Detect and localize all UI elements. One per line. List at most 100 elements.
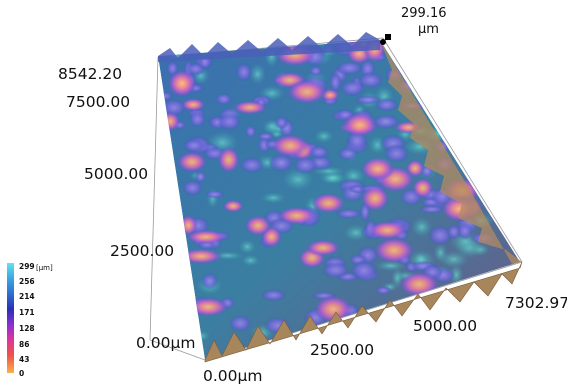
grain-peak <box>361 185 390 212</box>
y-max-label: 8542.20 <box>58 65 123 83</box>
legend-colorbar <box>7 263 14 373</box>
grain-bump <box>428 225 453 246</box>
grain-peak <box>167 69 197 97</box>
grain-peak <box>177 151 207 173</box>
grain-bump <box>446 224 461 240</box>
grain-bump <box>340 80 365 97</box>
valley-patch <box>375 260 406 272</box>
grain-bump <box>235 62 252 82</box>
grain-peak <box>399 271 439 297</box>
valley-patch <box>411 217 433 238</box>
legend-tick-label: 128 <box>19 324 35 333</box>
grain-bump <box>217 113 241 131</box>
grain-bump <box>189 111 206 128</box>
grain-bump <box>183 139 205 153</box>
z-max-label: 299.16 <box>401 6 447 21</box>
y-tick-label: 2500.00 <box>110 242 175 260</box>
valley-patch <box>438 250 469 269</box>
y-origin-label: 0.00µm <box>136 334 196 352</box>
legend-tick-label: 171 <box>19 308 35 317</box>
grain-bump <box>372 114 400 129</box>
y-tick-label: 7500.00 <box>66 93 131 111</box>
x-origin-label: 0.00µm <box>203 367 263 385</box>
grain-peak <box>218 146 240 173</box>
grain-bump <box>275 116 288 130</box>
grain-peak <box>180 248 222 264</box>
grain-bump <box>337 147 358 161</box>
legend-tick-label: 0 <box>19 369 25 378</box>
grain-peak <box>277 206 316 225</box>
grain-bump <box>268 154 294 172</box>
grain-peak <box>222 199 244 213</box>
grain-bump <box>162 98 186 117</box>
grain-peak <box>160 111 180 131</box>
grain-bump <box>215 93 233 106</box>
grain-bump <box>257 132 275 141</box>
grain-bump <box>158 91 174 101</box>
z-max-marker <box>385 34 391 40</box>
x-tick-label: 5000.00 <box>413 317 478 335</box>
grain-bump <box>375 286 392 295</box>
grain-peak <box>271 134 309 157</box>
grain-bump <box>321 262 350 278</box>
grain-bump <box>194 171 207 183</box>
valley-patch <box>238 239 256 254</box>
valley-patch <box>249 63 266 85</box>
grain-bump <box>261 289 286 302</box>
grain-bump <box>239 156 264 174</box>
grain-bump <box>354 95 381 105</box>
grain-bump <box>384 144 409 163</box>
valley-patch <box>282 168 314 191</box>
legend-tick-label: 299 <box>19 262 35 271</box>
z-axis-marker <box>380 34 391 45</box>
grain-peak <box>306 239 340 256</box>
legend-tick-label: 86 <box>19 340 30 349</box>
grain-bump <box>293 156 318 174</box>
legend-tick-label: 43 <box>19 355 30 364</box>
valley-patch <box>314 129 334 144</box>
valley-patch <box>241 254 260 267</box>
grain-bump <box>182 180 203 196</box>
height-color-legend: [µm] 299 256 214 171 128 86 43 0 <box>7 262 67 378</box>
legend-tick-label: 214 <box>19 292 35 301</box>
grain-bump <box>335 208 362 219</box>
grain-bump <box>357 72 384 89</box>
grain-bump <box>205 190 225 199</box>
grain-peak <box>188 297 228 317</box>
grain-bump <box>244 125 257 138</box>
grain-peak <box>311 193 346 214</box>
grain-bump <box>350 260 378 280</box>
grain-peak <box>361 157 395 181</box>
z-unit-label: µm <box>418 22 439 37</box>
grain-bump <box>308 145 330 159</box>
grain-bump <box>201 272 218 290</box>
grain-peak <box>374 237 415 264</box>
legend-tick-label: 256 <box>19 277 35 286</box>
valley-patch <box>261 192 286 204</box>
grain-peak <box>342 112 378 137</box>
x-max-label: 7302.97 <box>505 294 567 312</box>
grain-peak <box>412 177 434 198</box>
z-axis-dot <box>380 39 386 45</box>
surface-body <box>158 40 520 360</box>
grain-peak <box>181 98 206 112</box>
grain-bump <box>456 222 473 240</box>
grain-bump <box>419 205 444 214</box>
grain-peak <box>368 221 407 240</box>
legend-unit-label: [µm] <box>36 264 53 272</box>
grain-bump <box>329 72 342 93</box>
grain-peak <box>287 79 327 104</box>
grain-bump <box>309 65 323 77</box>
grain-peak <box>233 100 267 115</box>
surface-edge-back <box>158 32 380 62</box>
grain-bump <box>229 314 252 332</box>
x-tick-label: 2500.00 <box>310 341 375 359</box>
valley-patch <box>343 224 369 242</box>
grain-peak <box>244 215 272 236</box>
grain-peak <box>314 295 353 323</box>
y-tick-label: 5000.00 <box>84 165 149 183</box>
grain-peak <box>186 229 226 244</box>
valley-patch <box>448 264 464 286</box>
surface-edge-front <box>204 261 523 363</box>
